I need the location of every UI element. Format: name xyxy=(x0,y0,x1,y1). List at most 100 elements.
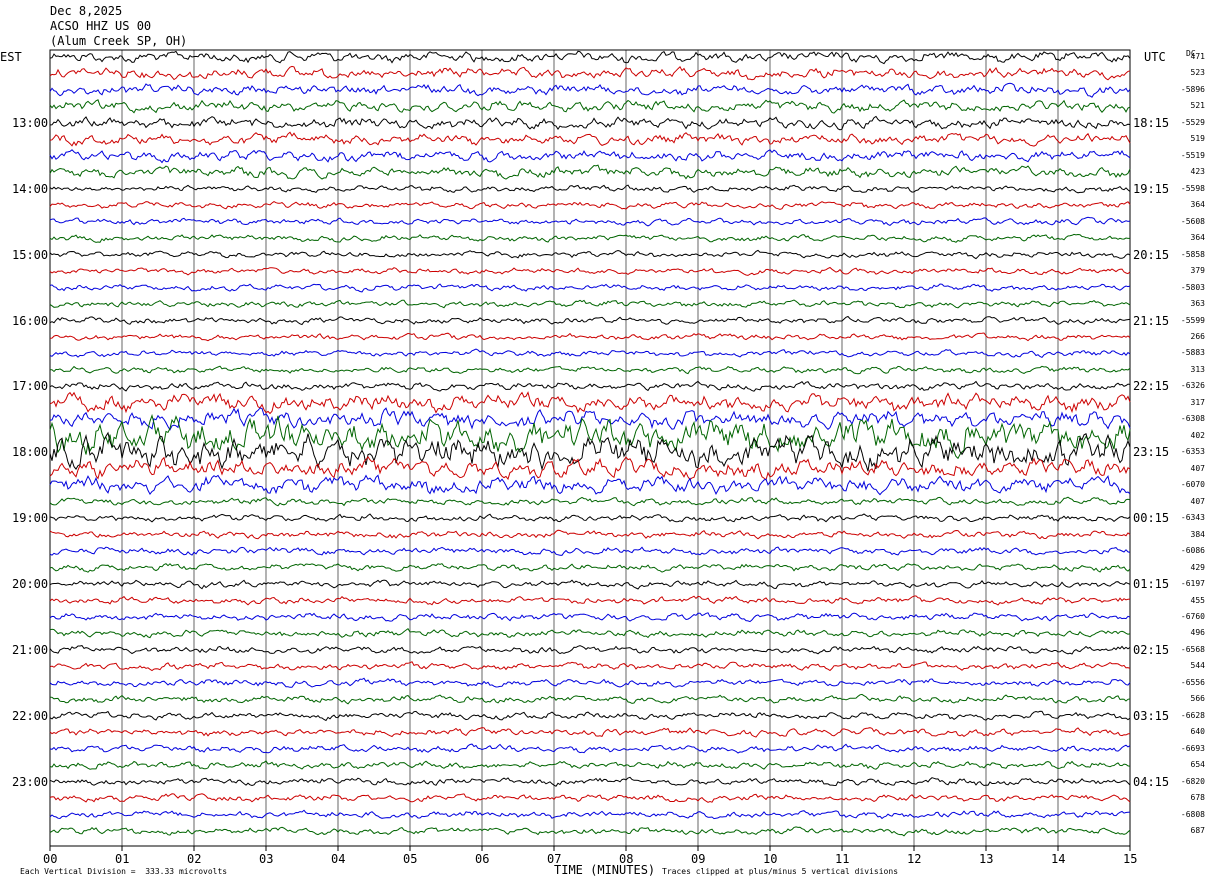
x-tick-label: 14 xyxy=(1051,852,1066,866)
x-tick-label: 00 xyxy=(43,852,58,866)
seismic-trace xyxy=(49,513,1131,523)
utc-hour-label: 18:15 xyxy=(1133,115,1170,130)
est-hour-label: 14:00 xyxy=(12,181,49,196)
seismic-trace xyxy=(49,332,1131,342)
seismic-trace xyxy=(49,793,1131,803)
dc-offset-value: 521 xyxy=(1190,101,1205,111)
dc-offset-value: -5608 xyxy=(1180,216,1205,226)
dc-offset-value: 407 xyxy=(1190,496,1205,506)
dc-offset-value: 566 xyxy=(1190,694,1205,704)
dc-offset-value: -6628 xyxy=(1180,710,1205,720)
est-hour-label: 19:00 xyxy=(12,511,49,526)
seismic-trace xyxy=(49,677,1131,688)
seismic-trace xyxy=(49,391,1131,415)
utc-hour-label: 02:15 xyxy=(1133,642,1170,657)
seismic-trace xyxy=(49,233,1130,243)
station-code: ACSO HHZ US 00 xyxy=(50,19,152,33)
dc-offset-value: -6086 xyxy=(1180,546,1205,556)
dc-offset-value: 379 xyxy=(1190,266,1205,276)
dc-offset-value: 402 xyxy=(1190,430,1205,440)
seismic-trace xyxy=(49,164,1131,180)
est-hour-label: 13:00 xyxy=(12,115,49,130)
utc-hour-label: 23:15 xyxy=(1133,445,1170,460)
seismic-trace xyxy=(49,299,1131,309)
x-tick-label: 12 xyxy=(907,852,922,866)
scale-note: Each Vertical Division = 333.33 microvol… xyxy=(20,867,228,876)
seismic-trace xyxy=(49,693,1131,705)
est-hour-label: 21:00 xyxy=(12,642,49,657)
dc-offset-value: -5529 xyxy=(1180,117,1205,127)
seismic-trace xyxy=(49,496,1131,507)
dc-offset-value: -6070 xyxy=(1180,480,1205,490)
seismic-trace xyxy=(49,546,1131,556)
seismic-trace xyxy=(49,149,1131,164)
dc-offset-value: 519 xyxy=(1190,134,1205,144)
seismic-trace xyxy=(49,612,1131,623)
clip-note: Traces clipped at plus/minus 5 vertical … xyxy=(662,867,899,876)
utc-hour-label: 00:15 xyxy=(1133,511,1170,526)
est-hour-label: 20:00 xyxy=(12,577,49,592)
seismic-trace xyxy=(49,283,1131,293)
seismic-trace xyxy=(49,760,1131,770)
utc-hour-label: 19:15 xyxy=(1133,181,1170,196)
seismic-trace xyxy=(49,266,1131,276)
dc-offset-value: -6353 xyxy=(1180,447,1205,457)
seismic-trace xyxy=(49,348,1131,359)
seismic-trace xyxy=(49,380,1131,392)
station-location: (Alum Creek SP, OH) xyxy=(50,34,188,48)
seismic-trace xyxy=(49,184,1131,194)
seismic-trace xyxy=(49,645,1131,655)
dc-offset-value: -6556 xyxy=(1180,677,1205,687)
seismic-trace xyxy=(49,131,1131,147)
dc-offset-value: -5598 xyxy=(1180,183,1205,193)
dc-offset-value: -6693 xyxy=(1180,743,1205,753)
plot-frame xyxy=(49,49,1131,847)
dc-offset-value: 364 xyxy=(1190,233,1205,243)
x-tick-label: 15 xyxy=(1123,852,1138,866)
seismic-trace xyxy=(49,413,1131,460)
seismic-trace xyxy=(49,529,1131,540)
seismic-trace xyxy=(49,65,1131,81)
dc-offset-value: -5803 xyxy=(1180,282,1205,292)
x-tick-label: 10 xyxy=(763,852,778,866)
dc-offset-value: 363 xyxy=(1190,299,1205,309)
dc-offset-value: 429 xyxy=(1190,562,1205,572)
utc-hour-label: 22:15 xyxy=(1133,379,1170,394)
x-tick-label: 13 xyxy=(979,852,994,866)
dc-offset-value: -5519 xyxy=(1180,150,1205,160)
dc-offset-value: 455 xyxy=(1190,595,1205,605)
utc-hour-label: 04:15 xyxy=(1133,774,1170,789)
seismic-trace xyxy=(49,50,1131,65)
seismic-trace xyxy=(49,595,1131,606)
seismic-trace xyxy=(49,99,1131,114)
dc-offset-value: 496 xyxy=(1190,628,1205,638)
dc-offset-value: -6820 xyxy=(1180,776,1205,786)
est-hour-label: 15:00 xyxy=(12,247,49,262)
seismic-trace xyxy=(49,710,1131,722)
seismic-trace xyxy=(50,365,1131,375)
x-tick-label: 09 xyxy=(691,852,706,866)
dc-offset-value: -6326 xyxy=(1180,381,1205,391)
right-timezone-label: UTC xyxy=(1144,50,1166,64)
seismic-trace xyxy=(49,809,1131,820)
est-hour-label: 22:00 xyxy=(12,708,49,723)
utc-hour-label: 21:15 xyxy=(1133,313,1170,328)
seismic-trace xyxy=(49,249,1131,260)
seismic-trace xyxy=(49,431,1131,472)
seismic-trace xyxy=(49,826,1131,837)
dc-offset-value: -6308 xyxy=(1180,414,1205,424)
left-timezone-label: EST xyxy=(0,50,22,64)
seismic-trace xyxy=(49,407,1131,431)
dc-offset-value: 364 xyxy=(1190,200,1205,210)
est-hour-label: 16:00 xyxy=(12,313,49,328)
x-tick-label: 02 xyxy=(187,852,202,866)
x-tick-label: 06 xyxy=(475,852,490,866)
x-axis-label: TIME (MINUTES) xyxy=(554,863,656,877)
dc-offset-value: -5858 xyxy=(1180,249,1205,259)
dc-label: DC xyxy=(1186,49,1196,58)
seismic-trace xyxy=(49,743,1131,754)
dc-offset-value: 654 xyxy=(1190,760,1205,770)
x-tick-label: 07 xyxy=(547,852,562,866)
dc-offset-value: -5883 xyxy=(1180,348,1205,358)
